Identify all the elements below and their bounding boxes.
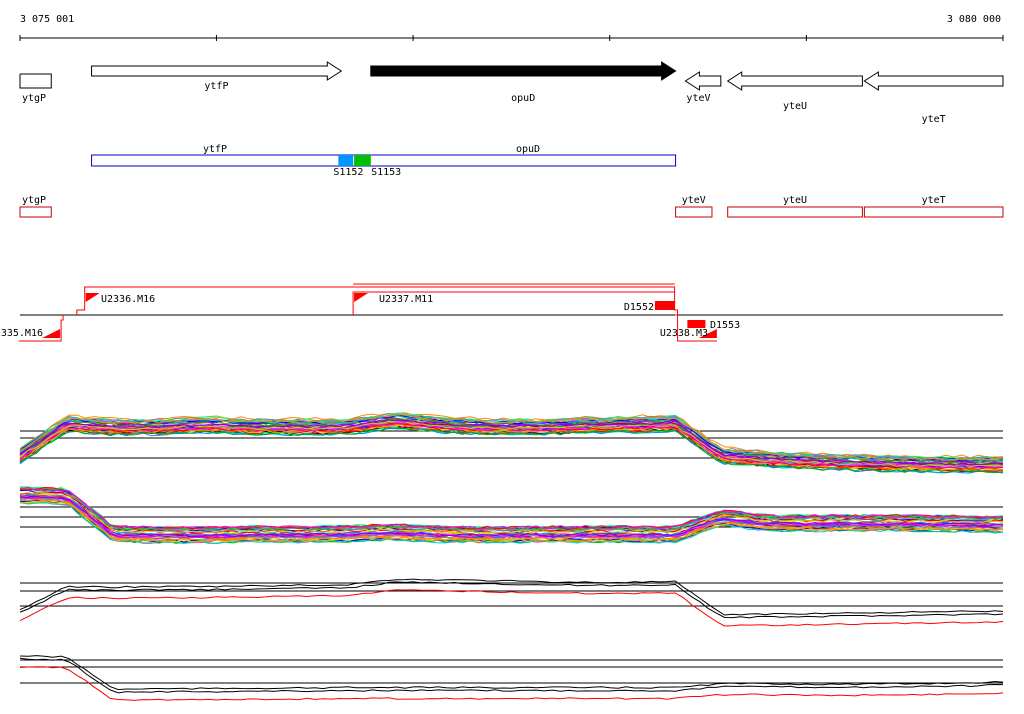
expression-panel (19, 486, 1004, 545)
promoter-label: S1153 (371, 167, 401, 178)
position-ruler: 3 075 001 3 080 000 (19, 14, 1004, 41)
expression-profile-line (19, 412, 1004, 460)
expression-profile-line (19, 486, 1004, 530)
operon-label: yteU (783, 195, 807, 206)
operon-track-blue: ytfP opuD S1152 S1153 (91, 144, 677, 178)
expression-panel (19, 412, 1004, 474)
gene-arrow (91, 61, 343, 81)
operon-box (863, 206, 1004, 218)
expression-profile-line (19, 413, 1004, 461)
ruler-end-label: 3 080 000 (947, 14, 1001, 25)
gene-arrow (370, 61, 677, 81)
expression-profile-line (19, 488, 1003, 532)
expression-profile-line (19, 426, 1004, 474)
expression-profile-line (19, 498, 1004, 542)
operon-box (675, 206, 713, 218)
downshift-label: D1553 (710, 320, 740, 331)
transcript-track: U2335.M16 U2336.M16 U2337.M11 U2338.M3 D1552… (0, 283, 1003, 342)
gene-label: yteV (686, 93, 710, 104)
expression-profile-line (20, 486, 1004, 530)
expression-profile-line (19, 578, 1004, 616)
transcript-label: U2337.M11 (379, 294, 433, 305)
transcript-line (674, 314, 717, 342)
expression-panel (19, 655, 1004, 701)
expression-profile-line (19, 419, 1004, 466)
expression-profile-line (19, 413, 1004, 461)
operon-track-red: ytgP yteV yteU yteT (19, 195, 1004, 218)
expression-profile-line (19, 422, 1004, 469)
ruler-start-label: 3 075 001 (20, 14, 74, 25)
gene-arrow (726, 71, 863, 91)
operon-label: opuD (516, 144, 540, 155)
downshift-marker (654, 301, 675, 310)
operon-box (19, 206, 52, 218)
transcript-start-flag (354, 293, 369, 302)
expression-profile-line (19, 655, 1004, 691)
expression-profile-line (19, 581, 1004, 619)
promoter-marker (338, 155, 354, 166)
expression-profile-line (19, 420, 1003, 468)
downshift-marker (687, 320, 706, 328)
expression-profile-line (19, 589, 1004, 627)
gene-label: yteU (783, 101, 807, 112)
expression-profile-line (19, 657, 1004, 694)
gene-label: ytgP (22, 93, 46, 104)
operon-label: yteT (922, 195, 946, 206)
transcript-line (76, 286, 679, 315)
gene-label: yteT (922, 114, 946, 125)
gene-arrow (863, 71, 1004, 91)
expression-tracks (19, 412, 1004, 701)
transcript-line (18, 315, 64, 342)
operon-box (727, 206, 863, 218)
transcript-label: U2336.M16 (101, 294, 155, 305)
gene-track: ytgP ytfP opuD yteV yteU yteT (19, 61, 1004, 125)
operon-box (91, 154, 677, 167)
transcript-label: U2335.M16 (0, 328, 43, 339)
expression-profile-line (19, 412, 1004, 460)
operon-label: ytfP (203, 144, 227, 155)
expression-profile-line (19, 501, 1004, 545)
expression-profile-line (19, 487, 1004, 530)
promoter-marker (354, 155, 371, 166)
gene-label: ytfP (204, 81, 228, 92)
expression-profile-line (19, 666, 1004, 701)
operon-label: ytgP (22, 195, 46, 206)
expression-profile-line (19, 427, 1004, 474)
gene-arrow (19, 73, 52, 89)
transcript-label: U2338.M3 (660, 328, 708, 339)
downshift-label: D1552 (624, 302, 654, 313)
gene-label: opuD (511, 93, 535, 104)
expression-panel (19, 578, 1004, 627)
transcript-start-flag (85, 293, 100, 302)
promoter-label: S1152 (333, 167, 363, 178)
operon-label: yteV (682, 195, 706, 206)
expression-profile-line (19, 495, 1004, 538)
transcript-line (352, 291, 675, 315)
expression-profile-line (19, 491, 1004, 534)
gene-arrow (684, 71, 722, 91)
transcript-start-flag (42, 329, 61, 338)
transcript-start-flag (698, 329, 717, 338)
